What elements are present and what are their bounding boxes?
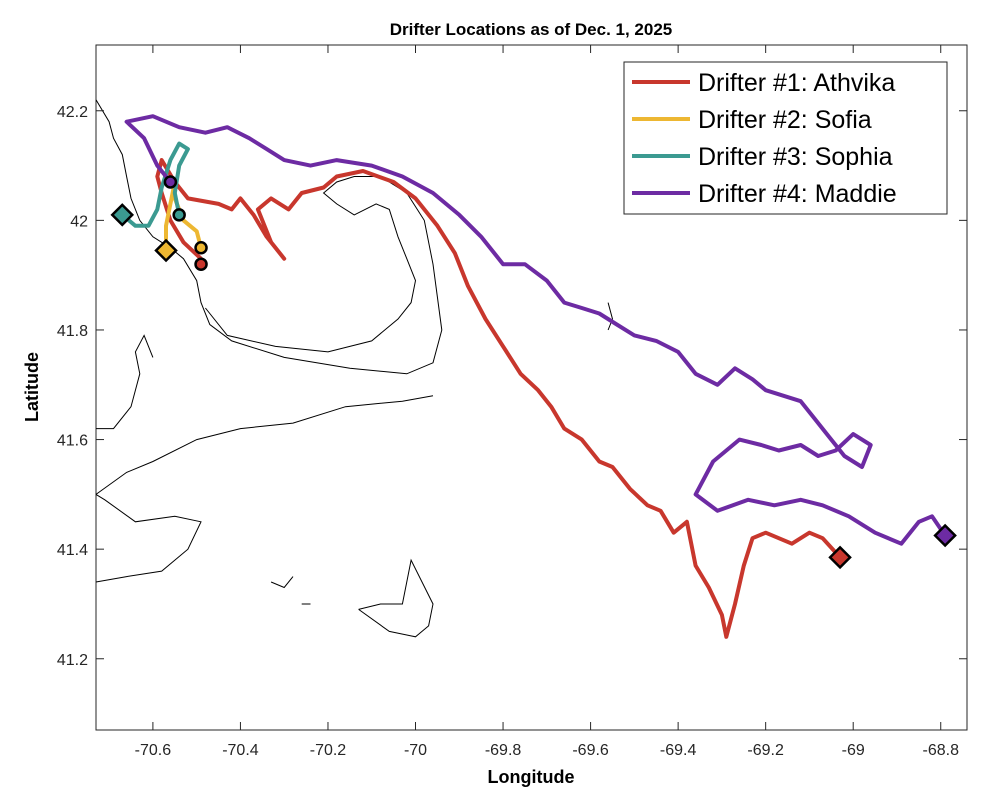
x-tick-label: -68.8 [923, 742, 960, 759]
y-axis-label: Latitude [22, 352, 42, 422]
drifter-end-marker-3 [110, 203, 135, 227]
x-tick-label: -70.2 [310, 742, 347, 759]
drifter-start-marker-1 [194, 257, 208, 271]
x-tick-label: -70 [404, 742, 427, 759]
y-axis-ticks: 41.2 41.4 41.6 41.8 42 42.2 [57, 104, 967, 669]
x-axis-ticks: -70.6 -70.4 -70.2 -70 -69.8 -69.6 -69.4 -69.2 -6… [135, 45, 959, 759]
x-tick-label: -69.8 [485, 742, 522, 759]
legend-label-2: Drifter #2: Sofia [698, 106, 872, 134]
coastline-segment [358, 558, 434, 638]
drifter-start-marker-2 [194, 241, 208, 255]
drifter-track-4 [124, 114, 948, 546]
x-tick-label: -70.4 [222, 742, 259, 759]
legend-box [623, 61, 948, 215]
y-tick-label: 41.4 [57, 542, 88, 559]
drifter-start-marker-4 [163, 175, 178, 189]
chart-title: Drifter Locations as of Dec. 1, 2025 [390, 20, 673, 39]
legend: Drifter #1: Athvika Drifter #2: Sofia Drif… [623, 61, 948, 215]
coastline-segment [270, 576, 294, 589]
x-tick-label: -69 [842, 742, 865, 759]
coastline [95, 99, 614, 638]
y-tick-label: 41.8 [57, 323, 88, 340]
legend-label-1: Drifter #1: Athvika [698, 69, 895, 97]
y-tick-label: 42.2 [57, 104, 88, 121]
drifter-end-marker-1 [828, 545, 852, 570]
coastline-segment [95, 395, 434, 495]
x-tick-label: -70.6 [135, 742, 172, 759]
x-tick-label: -69.4 [660, 742, 697, 759]
drifter-end-marker-2 [154, 238, 178, 263]
drifter-markers [110, 175, 957, 570]
x-tick-label: -69.6 [572, 742, 609, 759]
legend-label-3: Drifter #3: Sophia [698, 143, 893, 171]
coastline-segment [607, 302, 614, 331]
y-tick-label: 42 [70, 213, 88, 230]
x-tick-label: -69.2 [747, 742, 784, 759]
x-axis-label: Longitude [488, 767, 575, 787]
y-tick-label: 41.2 [57, 652, 88, 669]
legend-label-4: Drifter #4: Maddie [698, 180, 897, 208]
coastline-segment [95, 493, 202, 583]
y-tick-label: 41.6 [57, 433, 88, 450]
drifter-end-marker-4 [933, 523, 957, 548]
drifter-track-1 [155, 158, 843, 639]
coastline-segment [95, 99, 443, 375]
drifter-tracks [120, 114, 948, 639]
coastline-segment [96, 334, 154, 430]
drifter-track-3 [120, 141, 190, 228]
drifter-start-marker-3 [172, 208, 186, 222]
